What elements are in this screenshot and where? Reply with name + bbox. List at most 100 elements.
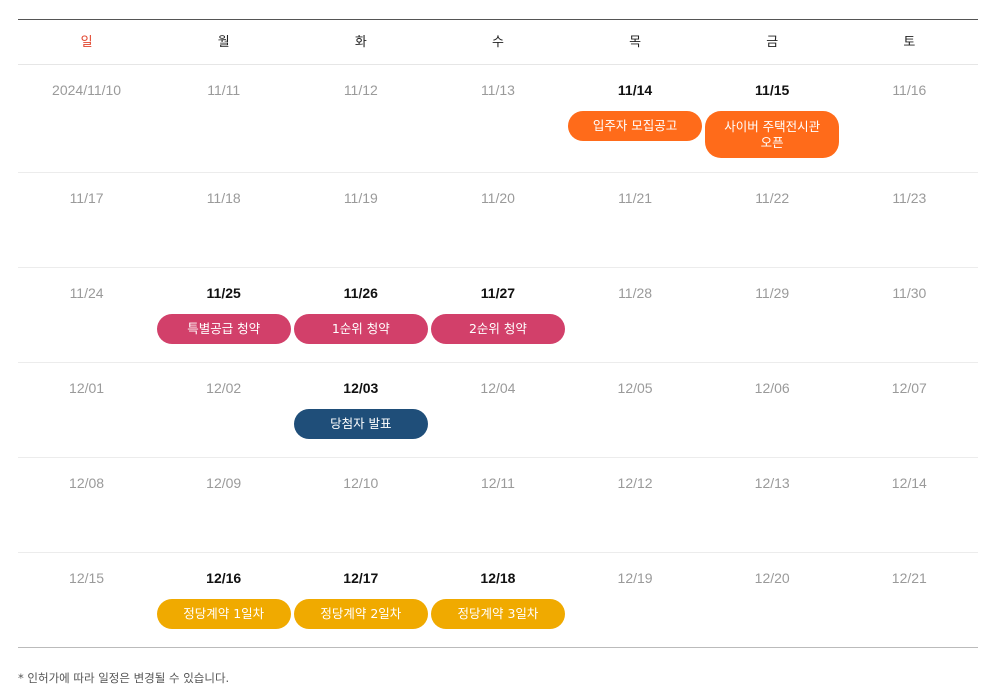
calendar-day: 12/04 — [429, 363, 566, 457]
event-first-priority[interactable]: 1순위 청약 — [293, 314, 428, 344]
day-date: 12/02 — [206, 380, 242, 396]
day-date: 11/30 — [892, 285, 927, 301]
day-date: 11/25 — [206, 285, 241, 301]
calendar-day: 12/15 — [18, 553, 155, 647]
calendar-day: 12/13 — [704, 458, 841, 552]
schedule-change-note: * 인허가에 따라 일정은 변경될 수 있습니다. — [18, 671, 230, 685]
calendar-week: 2024/11/10 11/11 11/12 11/13 11/14 입주자 모… — [18, 65, 978, 173]
calendar-day: 11/17 — [18, 173, 155, 267]
calendar-day: 11/30 — [841, 268, 978, 362]
weekday-mon: 월 — [217, 35, 230, 50]
calendar-day: 12/18 정당계약 3일차 — [429, 553, 566, 647]
calendar-day: 11/12 — [292, 65, 429, 172]
calendar-day: 12/03 당첨자 발표 — [292, 363, 429, 457]
weekday-fri: 금 — [766, 35, 779, 50]
calendar-day: 12/09 — [155, 458, 292, 552]
day-date: 12/12 — [617, 475, 653, 491]
event-second-priority[interactable]: 2순위 청약 — [430, 314, 565, 344]
calendar-day: 11/21 — [567, 173, 704, 267]
day-date: 11/17 — [69, 190, 104, 206]
calendar-day: 12/07 — [841, 363, 978, 457]
day-date: 11/18 — [206, 190, 241, 206]
day-date: 12/16 — [206, 570, 242, 586]
calendar-week: 11/17 11/18 11/19 11/20 11/21 11/22 11/2… — [18, 173, 978, 268]
calendar-day: 11/15 사이버 주택전시관 오픈 — [704, 65, 841, 172]
calendar-day: 12/11 — [429, 458, 566, 552]
calendar-day: 12/21 — [841, 553, 978, 647]
day-date: 11/28 — [618, 285, 653, 301]
day-date: 12/08 — [69, 475, 105, 491]
calendar-day: 11/27 2순위 청약 — [429, 268, 566, 362]
weekday-wed: 수 — [491, 35, 504, 50]
calendar-day: 12/01 — [18, 363, 155, 457]
day-date: 11/12 — [343, 82, 378, 98]
calendar-day: 12/10 — [292, 458, 429, 552]
weekday-sun: 일 — [80, 35, 93, 50]
event-cyber-model-house[interactable]: 사이버 주택전시관 오픈 — [705, 111, 840, 158]
event-recruitment-notice[interactable]: 입주자 모집공고 — [568, 111, 703, 141]
calendar-week: 12/15 12/16 정당계약 1일차 12/17 정당계약 2일차 12/1… — [18, 553, 978, 647]
day-date: 11/22 — [755, 190, 790, 206]
day-date: 12/18 — [480, 570, 516, 586]
weekday-sat: 토 — [903, 35, 916, 50]
day-date: 11/27 — [480, 285, 516, 301]
calendar-week: 12/01 12/02 12/03 당첨자 발표 12/04 12/05 12/… — [18, 363, 978, 458]
calendar-day: 12/12 — [567, 458, 704, 552]
schedule-calendar: 일 월 화 수 목 금 토 2024/11/10 11/11 11/12 11/… — [18, 19, 978, 648]
day-date: 11/15 — [755, 82, 790, 98]
day-date: 12/05 — [617, 380, 653, 396]
calendar-day: 11/11 — [155, 65, 292, 172]
calendar-day: 11/19 — [292, 173, 429, 267]
event-winner-announcement[interactable]: 당첨자 발표 — [293, 409, 428, 439]
day-date: 2024/11/10 — [52, 82, 122, 98]
calendar-day: 11/25 특별공급 청약 — [155, 268, 292, 362]
calendar-day: 12/20 — [704, 553, 841, 647]
day-date: 12/15 — [69, 570, 105, 586]
calendar-day: 2024/11/10 — [18, 65, 155, 172]
calendar-week: 11/24 11/25 특별공급 청약 11/26 1순위 청약 11/27 2… — [18, 268, 978, 363]
day-date: 12/19 — [617, 570, 653, 586]
day-date: 11/21 — [618, 190, 653, 206]
day-date: 11/13 — [480, 82, 515, 98]
day-date: 12/04 — [480, 380, 516, 396]
calendar-week: 12/08 12/09 12/10 12/11 12/12 12/13 12/1… — [18, 458, 978, 553]
calendar-day: 11/20 — [429, 173, 566, 267]
calendar-day: 11/13 — [429, 65, 566, 172]
day-date: 11/19 — [343, 190, 378, 206]
day-date: 12/03 — [343, 380, 379, 396]
calendar-day: 11/23 — [841, 173, 978, 267]
day-date: 11/11 — [207, 82, 241, 98]
weekday-header: 일 월 화 수 목 금 토 — [18, 20, 978, 65]
event-special-supply[interactable]: 특별공급 청약 — [156, 314, 291, 344]
weekday-thu: 목 — [629, 35, 642, 50]
day-date: 12/11 — [480, 475, 515, 491]
calendar-day: 11/24 — [18, 268, 155, 362]
calendar-day: 12/02 — [155, 363, 292, 457]
day-date: 12/06 — [754, 380, 790, 396]
calendar-day: 11/28 — [567, 268, 704, 362]
day-date: 12/10 — [343, 475, 379, 491]
day-date: 12/01 — [69, 380, 105, 396]
calendar-day: 12/19 — [567, 553, 704, 647]
day-date: 12/09 — [206, 475, 242, 491]
event-contract-day-2[interactable]: 정당계약 2일차 — [293, 599, 428, 629]
calendar-day: 12/08 — [18, 458, 155, 552]
calendar-day: 12/05 — [567, 363, 704, 457]
calendar-day: 12/17 정당계약 2일차 — [292, 553, 429, 647]
event-contract-day-1[interactable]: 정당계약 1일차 — [156, 599, 291, 629]
calendar-day: 11/29 — [704, 268, 841, 362]
day-date: 12/07 — [891, 380, 927, 396]
day-date: 11/26 — [343, 285, 378, 301]
calendar-day: 11/26 1순위 청약 — [292, 268, 429, 362]
day-date: 11/16 — [892, 82, 927, 98]
calendar-day: 11/16 — [841, 65, 978, 172]
event-contract-day-3[interactable]: 정당계약 3일차 — [430, 599, 565, 629]
calendar-day: 11/18 — [155, 173, 292, 267]
calendar-day: 12/06 — [704, 363, 841, 457]
day-date: 12/20 — [754, 570, 790, 586]
day-date: 11/14 — [617, 82, 653, 98]
calendar-day: 11/22 — [704, 173, 841, 267]
day-date: 12/13 — [754, 475, 790, 491]
weekday-tue: 화 — [354, 35, 367, 50]
day-date: 12/17 — [343, 570, 379, 586]
